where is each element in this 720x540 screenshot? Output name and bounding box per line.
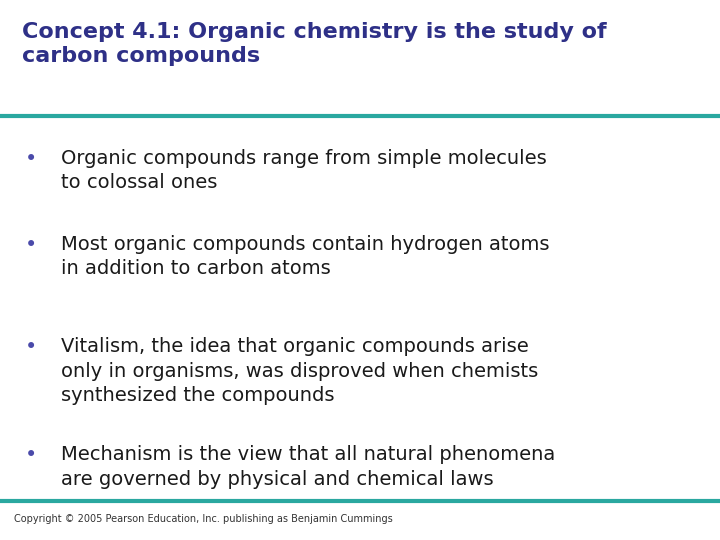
- Text: Most organic compounds contain hydrogen atoms
in addition to carbon atoms: Most organic compounds contain hydrogen …: [61, 235, 549, 278]
- Text: Organic compounds range from simple molecules
to colossal ones: Organic compounds range from simple mole…: [61, 148, 547, 192]
- Text: •: •: [25, 446, 37, 465]
- Text: •: •: [25, 235, 37, 255]
- Text: •: •: [25, 338, 37, 357]
- Text: Vitalism, the idea that organic compounds arise
only in organisms, was disproved: Vitalism, the idea that organic compound…: [61, 338, 539, 405]
- Text: Copyright © 2005 Pearson Education, Inc. publishing as Benjamin Cummings: Copyright © 2005 Pearson Education, Inc.…: [14, 515, 393, 524]
- Text: •: •: [25, 148, 37, 168]
- Text: Concept 4.1: Organic chemistry is the study of
carbon compounds: Concept 4.1: Organic chemistry is the st…: [22, 22, 606, 65]
- Text: Mechanism is the view that all natural phenomena
are governed by physical and ch: Mechanism is the view that all natural p…: [61, 446, 555, 489]
